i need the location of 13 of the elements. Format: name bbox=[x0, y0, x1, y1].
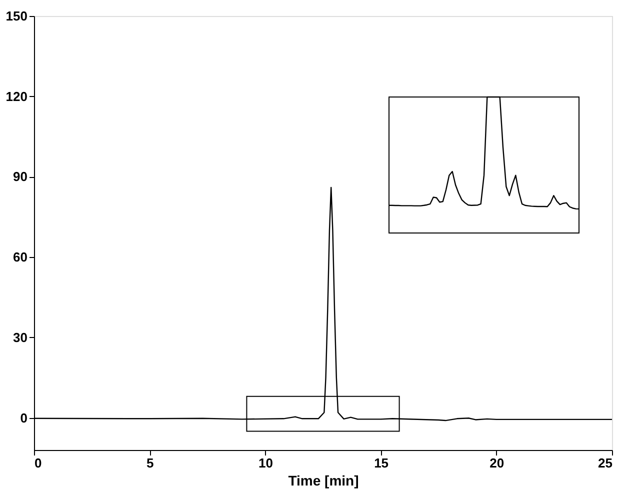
y-tick-label: 30 bbox=[13, 330, 28, 345]
y-tick-label: 90 bbox=[13, 169, 28, 184]
x-tick-label: 10 bbox=[258, 456, 273, 470]
x-axis-title: Time [min] bbox=[288, 472, 359, 488]
y-tick-label: 150 bbox=[6, 8, 28, 24]
x-tick-label: 25 bbox=[598, 456, 612, 470]
x-tick-label: 15 bbox=[374, 456, 389, 470]
y-tick-label: 60 bbox=[13, 250, 28, 265]
x-tick-label: 5 bbox=[146, 456, 154, 470]
x-tick-label: 0 bbox=[34, 456, 42, 470]
y-tick-label: 120 bbox=[6, 88, 28, 104]
y-tick-label: 0 bbox=[20, 410, 28, 426]
x-tick-label: 20 bbox=[490, 456, 504, 470]
